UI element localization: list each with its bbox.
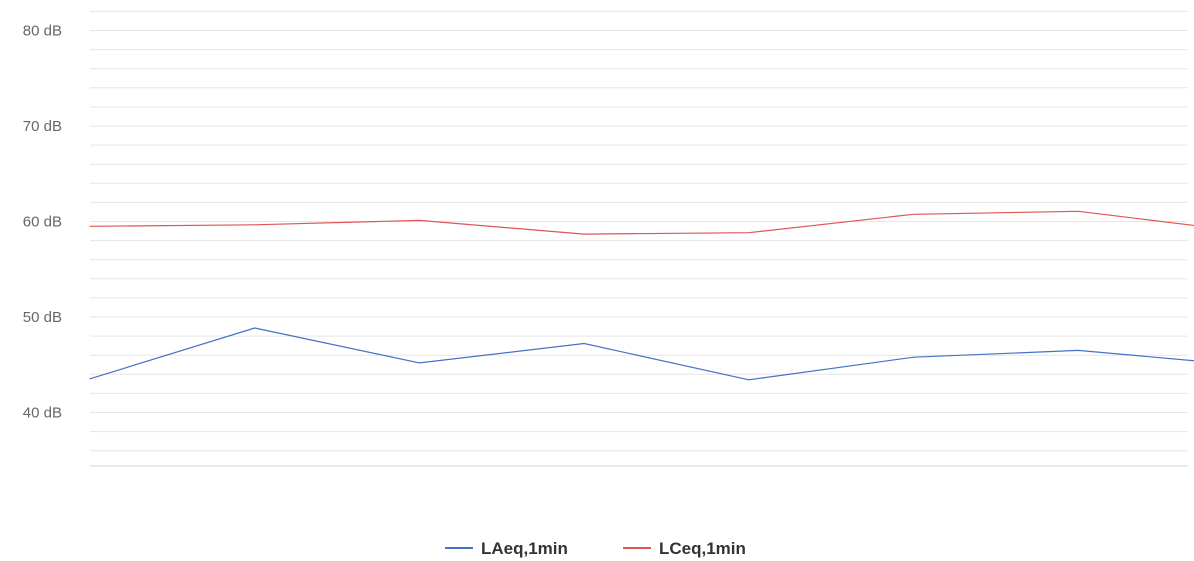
x-axis: 08:0010:0012:0014:0016:0018:0020:0022:00… [90, 465, 1188, 467]
legend[interactable]: LAeq,1min LCeq,1min [445, 539, 746, 558]
legend-label: LCeq,1min [659, 539, 746, 558]
legend-item[interactable]: LCeq,1min [623, 539, 746, 558]
y-tick-label: 50 dB [23, 309, 62, 326]
legend-label: LAeq,1min [481, 539, 568, 558]
y-axis-ticks: 40 dB 50 dB 60 dB 70 dB 80 dB [23, 23, 62, 422]
legend-item[interactable]: LAeq,1min [445, 539, 568, 558]
y-tick-label: 60 dB [23, 214, 62, 231]
y-tick-label: 80 dB [23, 23, 62, 40]
y-tick-label: 70 dB [23, 118, 62, 135]
grid-lines [90, 10, 1188, 452]
y-tick-label: 40 dB [23, 405, 62, 422]
